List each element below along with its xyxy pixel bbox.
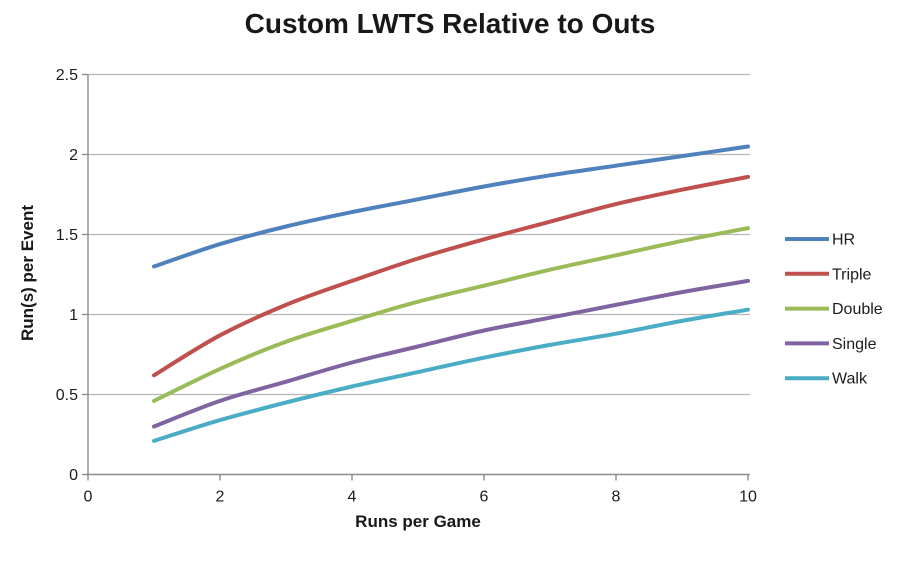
series-line-triple xyxy=(152,174,750,378)
y-tick-label-2: 2 xyxy=(69,147,78,164)
x-axis-title: Runs per Game xyxy=(355,512,481,531)
y-tick-label-1: 1 xyxy=(69,307,78,324)
x-tick-label-2: 2 xyxy=(216,489,225,506)
x-tick-label-10: 10 xyxy=(739,489,757,506)
series-line-walk xyxy=(152,307,750,443)
y-axis-title: Run(s) per Event xyxy=(18,204,37,342)
y-tick-label-0: 0 xyxy=(69,467,78,484)
legend-label-triple: Triple xyxy=(832,266,872,283)
y-tick-label-1.5: 1.5 xyxy=(56,227,78,244)
x-tick-label-0: 0 xyxy=(84,489,93,506)
legend-label-double: Double xyxy=(832,301,883,318)
x-tick-label-8: 8 xyxy=(612,489,621,506)
y-tick-label-2.5: 2.5 xyxy=(56,67,78,84)
x-tick-label-6: 6 xyxy=(480,489,489,506)
series-line-single xyxy=(152,278,750,429)
legend-label-hr: HR xyxy=(832,232,855,249)
chart-title: Custom LWTS Relative to Outs xyxy=(244,8,656,39)
y-tick-label-0.5: 0.5 xyxy=(56,387,78,404)
series-line-hr xyxy=(152,144,750,269)
legend-label-single: Single xyxy=(832,336,877,353)
legend-label-walk: Walk xyxy=(832,371,868,388)
x-tick-label-4: 4 xyxy=(348,489,357,506)
series-line-double xyxy=(152,226,750,403)
